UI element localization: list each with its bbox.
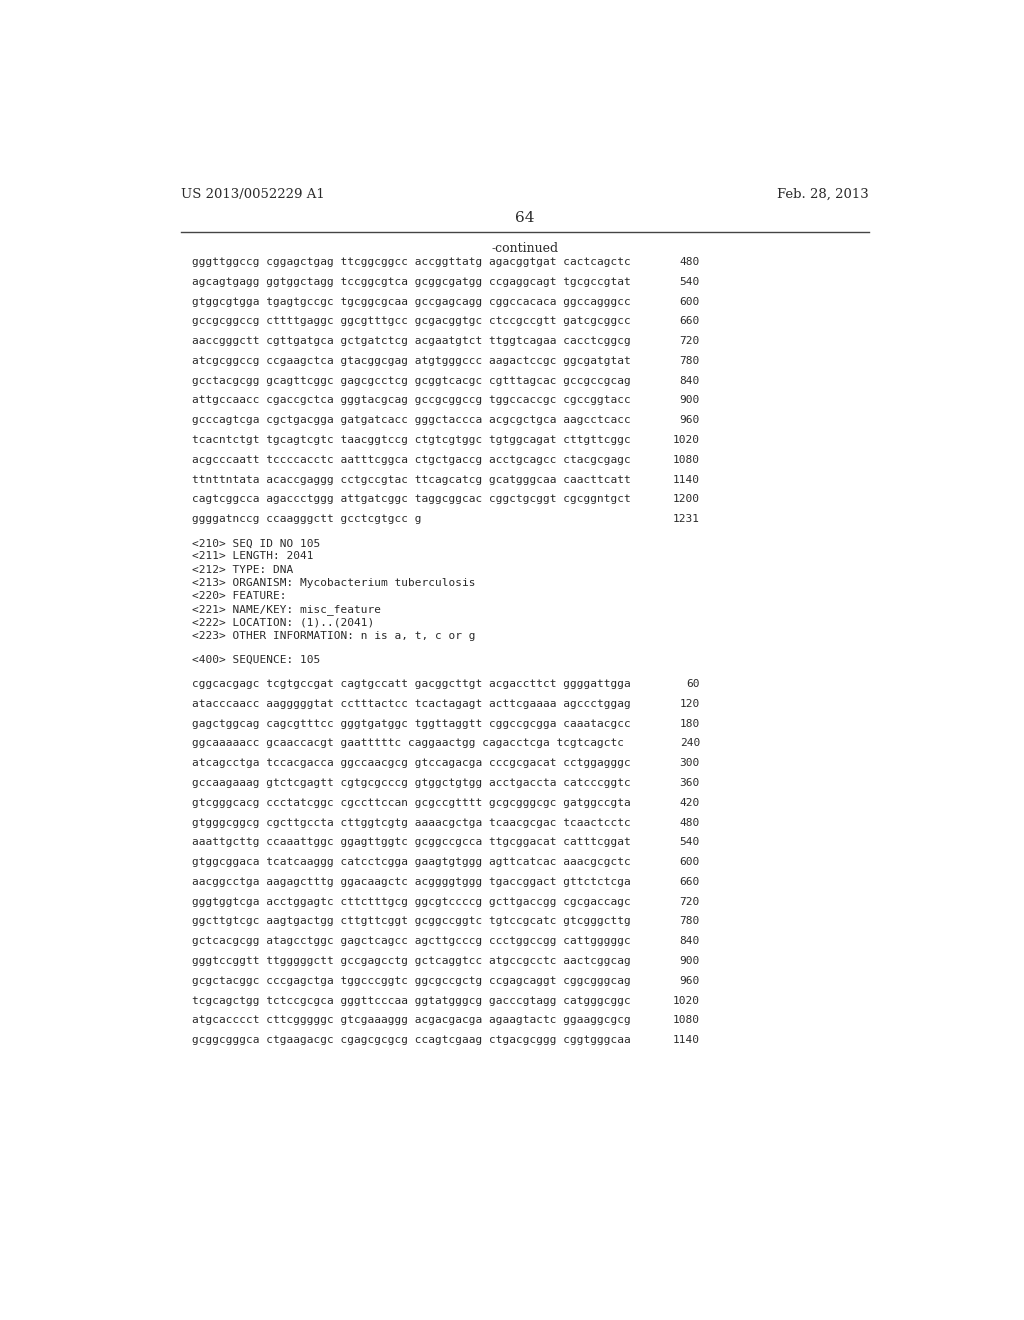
Text: <223> OTHER INFORMATION: n is a, t, c or g: <223> OTHER INFORMATION: n is a, t, c or… (191, 631, 475, 642)
Text: ggggatnccg ccaagggctt gcctcgtgcc g: ggggatnccg ccaagggctt gcctcgtgcc g (191, 515, 421, 524)
Text: cggcacgagc tcgtgccgat cagtgccatt gacggcttgt acgaccttct ggggattgga: cggcacgagc tcgtgccgat cagtgccatt gacggct… (191, 678, 631, 689)
Text: attgccaacc cgaccgctca gggtacgcag gccgcggccg tggccaccgc cgccggtacc: attgccaacc cgaccgctca gggtacgcag gccgcgg… (191, 396, 631, 405)
Text: 60: 60 (686, 678, 700, 689)
Text: 840: 840 (680, 376, 700, 385)
Text: 480: 480 (680, 817, 700, 828)
Text: 1140: 1140 (673, 475, 700, 484)
Text: 64: 64 (515, 211, 535, 224)
Text: gcccagtcga cgctgacgga gatgatcacc gggctaccca acgcgctgca aagcctcacc: gcccagtcga cgctgacgga gatgatcacc gggctac… (191, 416, 631, 425)
Text: 840: 840 (680, 936, 700, 946)
Text: 120: 120 (680, 698, 700, 709)
Text: agcagtgagg ggtggctagg tccggcgtca gcggcgatgg ccgaggcagt tgcgccgtat: agcagtgagg ggtggctagg tccggcgtca gcggcga… (191, 277, 631, 286)
Text: gtggcgtgga tgagtgccgc tgcggcgcaa gccgagcagg cggccacaca ggccagggcc: gtggcgtgga tgagtgccgc tgcggcgcaa gccgagc… (191, 297, 631, 306)
Text: 780: 780 (680, 916, 700, 927)
Text: gcggcgggca ctgaagacgc cgagcgcgcg ccagtcgaag ctgacgcggg cggtgggcaa: gcggcgggca ctgaagacgc cgagcgcgcg ccagtcg… (191, 1035, 631, 1045)
Text: 1200: 1200 (673, 495, 700, 504)
Text: 1231: 1231 (673, 515, 700, 524)
Text: tcacntctgt tgcagtcgtc taacggtccg ctgtcgtggc tgtggcagat cttgttcggc: tcacntctgt tgcagtcgtc taacggtccg ctgtcgt… (191, 436, 631, 445)
Text: Feb. 28, 2013: Feb. 28, 2013 (777, 187, 869, 201)
Text: aaccgggctt cgttgatgca gctgatctcg acgaatgtct ttggtcagaa cacctcggcg: aaccgggctt cgttgatgca gctgatctcg acgaatg… (191, 337, 631, 346)
Text: <210> SEQ ID NO 105: <210> SEQ ID NO 105 (191, 539, 319, 548)
Text: 600: 600 (680, 857, 700, 867)
Text: 420: 420 (680, 797, 700, 808)
Text: 780: 780 (680, 356, 700, 366)
Text: 960: 960 (680, 416, 700, 425)
Text: gggttggccg cggagctgag ttcggcggcc accggttatg agacggtgat cactcagctc: gggttggccg cggagctgag ttcggcggcc accggtt… (191, 257, 631, 267)
Text: 720: 720 (680, 337, 700, 346)
Text: <221> NAME/KEY: misc_feature: <221> NAME/KEY: misc_feature (191, 605, 381, 615)
Text: 720: 720 (680, 896, 700, 907)
Text: gcctacgcgg gcagttcggc gagcgcctcg gcggtcacgc cgtttagcac gccgccgcag: gcctacgcgg gcagttcggc gagcgcctcg gcggtca… (191, 376, 631, 385)
Text: gtgggcggcg cgcttgccta cttggtcgtg aaaacgctga tcaacgcgac tcaactcctc: gtgggcggcg cgcttgccta cttggtcgtg aaaacgc… (191, 817, 631, 828)
Text: 900: 900 (680, 956, 700, 966)
Text: <213> ORGANISM: Mycobacterium tuberculosis: <213> ORGANISM: Mycobacterium tuberculos… (191, 578, 475, 587)
Text: US 2013/0052229 A1: US 2013/0052229 A1 (180, 187, 325, 201)
Text: <212> TYPE: DNA: <212> TYPE: DNA (191, 565, 293, 574)
Text: tcgcagctgg tctccgcgca gggttcccaa ggtatgggcg gacccgtagg catgggcggc: tcgcagctgg tctccgcgca gggttcccaa ggtatgg… (191, 995, 631, 1006)
Text: atcagcctga tccacgacca ggccaacgcg gtccagacga cccgcgacat cctggagggc: atcagcctga tccacgacca ggccaacgcg gtccaga… (191, 758, 631, 768)
Text: gcgctacggc cccgagctga tggcccggtc ggcgccgctg ccgagcaggt cggcgggcag: gcgctacggc cccgagctga tggcccggtc ggcgccg… (191, 975, 631, 986)
Text: gagctggcag cagcgtttcc gggtgatggc tggttaggtt cggccgcgga caaatacgcc: gagctggcag cagcgtttcc gggtgatggc tggttag… (191, 718, 631, 729)
Text: <211> LENGTH: 2041: <211> LENGTH: 2041 (191, 552, 313, 561)
Text: ggcaaaaacc gcaaccacgt gaatttttc caggaactgg cagacctcga tcgtcagctc: ggcaaaaacc gcaaccacgt gaatttttc caggaact… (191, 738, 624, 748)
Text: 1080: 1080 (673, 1015, 700, 1026)
Text: <220> FEATURE:: <220> FEATURE: (191, 591, 286, 601)
Text: gtcgggcacg ccctatcggc cgccttccan gcgccgtttt gcgcgggcgc gatggccgta: gtcgggcacg ccctatcggc cgccttccan gcgccgt… (191, 797, 631, 808)
Text: acgcccaatt tccccacctc aatttcggca ctgctgaccg acctgcagcc ctacgcgagc: acgcccaatt tccccacctc aatttcggca ctgctga… (191, 455, 631, 465)
Text: 540: 540 (680, 277, 700, 286)
Text: atcgcggccg ccgaagctca gtacggcgag atgtgggccc aagactccgc ggcgatgtat: atcgcggccg ccgaagctca gtacggcgag atgtggg… (191, 356, 631, 366)
Text: aacggcctga aagagctttg ggacaagctc acggggtggg tgaccggact gttctctcga: aacggcctga aagagctttg ggacaagctc acggggt… (191, 876, 631, 887)
Text: -continued: -continued (492, 242, 558, 255)
Text: ggcttgtcgc aagtgactgg cttgttcggt gcggccggtc tgtccgcatc gtcgggcttg: ggcttgtcgc aagtgactgg cttgttcggt gcggccg… (191, 916, 631, 927)
Text: 360: 360 (680, 777, 700, 788)
Text: 1080: 1080 (673, 455, 700, 465)
Text: 540: 540 (680, 837, 700, 847)
Text: 600: 600 (680, 297, 700, 306)
Text: 1020: 1020 (673, 436, 700, 445)
Text: <222> LOCATION: (1)..(2041): <222> LOCATION: (1)..(2041) (191, 618, 374, 628)
Text: 1020: 1020 (673, 995, 700, 1006)
Text: gctcacgcgg atagcctggc gagctcagcc agcttgcccg ccctggccgg cattgggggc: gctcacgcgg atagcctggc gagctcagcc agcttgc… (191, 936, 631, 946)
Text: aaattgcttg ccaaattggc ggagttggtc gcggccgcca ttgcggacat catttcggat: aaattgcttg ccaaattggc ggagttggtc gcggccg… (191, 837, 631, 847)
Text: 1140: 1140 (673, 1035, 700, 1045)
Text: <400> SEQUENCE: 105: <400> SEQUENCE: 105 (191, 655, 319, 665)
Text: 180: 180 (680, 718, 700, 729)
Text: 660: 660 (680, 317, 700, 326)
Text: 960: 960 (680, 975, 700, 986)
Text: gccaagaaag gtctcgagtt cgtgcgcccg gtggctgtgg acctgaccta catcccggtc: gccaagaaag gtctcgagtt cgtgcgcccg gtggctg… (191, 777, 631, 788)
Text: cagtcggcca agaccctggg attgatcggc taggcggcac cggctgcggt cgcggntgct: cagtcggcca agaccctggg attgatcggc taggcgg… (191, 495, 631, 504)
Text: 900: 900 (680, 396, 700, 405)
Text: gccgcggccg cttttgaggc ggcgtttgcc gcgacggtgc ctccgccgtt gatcgcggcc: gccgcggccg cttttgaggc ggcgtttgcc gcgacgg… (191, 317, 631, 326)
Text: gggtggtcga acctggagtc cttctttgcg ggcgtccccg gcttgaccgg cgcgaccagc: gggtggtcga acctggagtc cttctttgcg ggcgtcc… (191, 896, 631, 907)
Text: gggtccggtt ttgggggctt gccgagcctg gctcaggtcc atgccgcctc aactcggcag: gggtccggtt ttgggggctt gccgagcctg gctcagg… (191, 956, 631, 966)
Text: ttnttntata acaccgaggg cctgccgtac ttcagcatcg gcatgggcaa caacttcatt: ttnttntata acaccgaggg cctgccgtac ttcagca… (191, 475, 631, 484)
Text: 480: 480 (680, 257, 700, 267)
Text: atgcacccct cttcgggggc gtcgaaaggg acgacgacga agaagtactc ggaaggcgcg: atgcacccct cttcgggggc gtcgaaaggg acgacga… (191, 1015, 631, 1026)
Text: 660: 660 (680, 876, 700, 887)
Text: 300: 300 (680, 758, 700, 768)
Text: atacccaacc aagggggtat cctttactcc tcactagagt acttcgaaaa agccctggag: atacccaacc aagggggtat cctttactcc tcactag… (191, 698, 631, 709)
Text: 240: 240 (680, 738, 700, 748)
Text: gtggcggaca tcatcaaggg catcctcgga gaagtgtggg agttcatcac aaacgcgctc: gtggcggaca tcatcaaggg catcctcgga gaagtgt… (191, 857, 631, 867)
